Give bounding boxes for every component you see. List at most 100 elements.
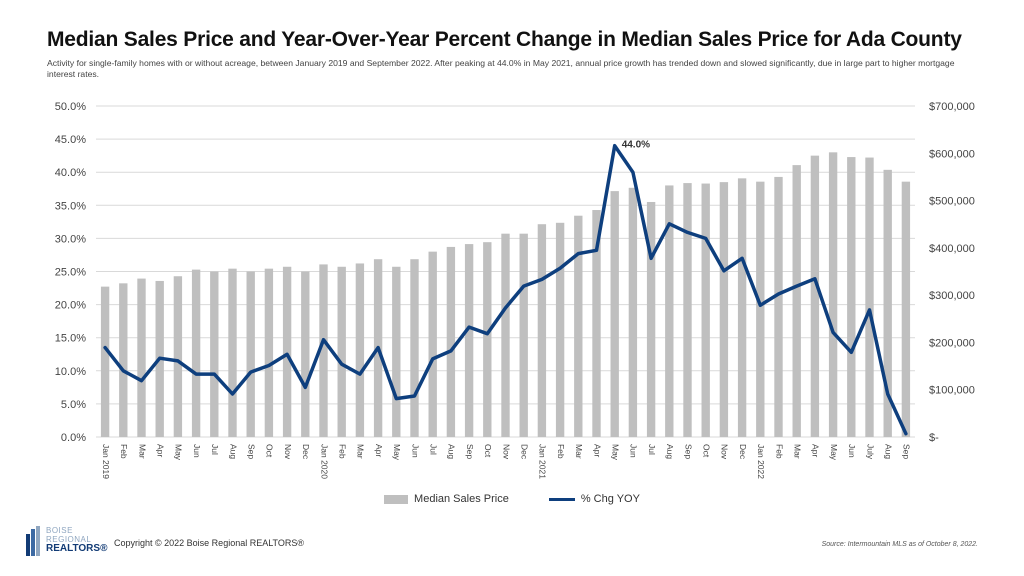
y-right-tick-label: $500,000 [929,196,975,208]
x-tick-label: Feb [337,444,347,459]
y-left-tick-label: 20.0% [55,300,86,312]
y-right-tick-label: $700,000 [929,101,975,113]
y-right-tick-label: $400,000 [929,243,975,255]
bar-median-sales-price [519,233,528,437]
x-tick-label: Jan 2021 [538,444,548,479]
bar-median-sales-price [883,169,892,438]
x-tick-label: Apr [811,444,821,457]
chart-area: 0.0% 5.0% 10.0% 15.0% 20.0% 25.0% 30.0% 35.0% 40… [55,101,975,479]
x-tick-label: July [865,444,875,460]
x-tick-label: Aug [447,444,457,459]
y-left-tick-label: 25.0% [55,267,86,279]
y-right-tick-label: $100,000 [929,385,975,397]
legend-swatch-bar [384,494,409,504]
x-tick-label: Apr [592,444,602,457]
x-tick-label: Jun [629,444,639,458]
bar-median-sales-price [228,268,237,437]
bar-median-sales-price [501,233,510,437]
bar-median-sales-price [137,278,146,437]
x-tick-label: Nov [283,444,293,460]
x-tick-label: Jul [428,444,438,455]
bar-median-sales-price [828,152,838,437]
x-tick-label: Nov [501,444,511,460]
bar-median-sales-price [847,157,856,437]
x-tick-label: Sep [465,444,475,459]
bar-median-sales-price [301,271,310,437]
x-tick-label: Aug [665,444,675,459]
brand-logo-text: BOISE REGIONAL REALTORS® [46,526,108,554]
legend-item-yoy: % Chg YOY [548,493,640,505]
x-tick-label: Aug [228,444,238,459]
x-tick-label: Dec [738,444,748,460]
y-left-tick-label: 10.0% [55,366,86,378]
bar-median-sales-price [592,210,601,437]
chart-legend: Median Sales Price % Chg YOY [0,493,1024,505]
bar-median-sales-price [464,244,474,437]
x-tick-label: Mar [792,444,802,459]
bar-median-sales-price [173,276,183,437]
bar-median-sales-price [646,201,656,437]
bar-median-sales-price [446,246,456,437]
x-tick-label: Oct [701,444,711,458]
y-left-tick-label: 30.0% [55,233,86,245]
legend-swatch-line [548,497,575,501]
legend-label-yoy: % Chg YOY [580,493,640,505]
bar-median-sales-price [810,155,820,437]
x-tick-label: Jul [210,444,220,455]
x-tick-label: Dec [301,444,311,460]
line-yoy-change [103,143,908,436]
copyright-text: Copyright © 2022 Boise Regional REALTORS… [114,538,305,548]
x-tick-label: Jun [847,444,857,458]
y-left-tick-label: 50.0% [55,101,86,113]
bar-median-sales-price [410,259,419,437]
data-label-peak: 44.0% [622,140,650,151]
bar-median-sales-price [610,191,619,437]
bar-median-sales-price [337,266,346,437]
x-tick-label: Apr [374,444,384,457]
bar-median-sales-price [483,242,492,437]
x-tick-label: Dec [519,444,529,460]
bar-median-sales-price [428,251,437,437]
building-icon [26,526,40,556]
bar-median-sales-price [246,271,255,437]
x-tick-label: Feb [774,444,784,459]
bar-median-sales-price [719,182,729,437]
legend-label-median-sales-price: Median Sales Price [414,493,509,505]
x-tick-label: Nov [720,444,730,460]
x-tick-label: May [610,444,620,461]
bar-median-sales-price [537,224,547,437]
y-right-tick-label: $- [929,432,939,444]
x-tick-label: Jun [410,444,420,458]
chart-subtitle: Activity for single-family homes with or… [47,58,955,79]
x-tick-label: Oct [483,444,493,458]
x-tick-label: Jan 2022 [756,444,766,479]
bar-median-sales-price [100,286,110,437]
source-note: Source: Intermountain MLS as of October … [821,541,978,548]
y-right-tick-label: $200,000 [929,337,975,349]
x-tick-label: Jun [192,444,202,458]
x-tick-label: Jan 2020 [319,444,329,479]
x-tick-label: May [174,444,184,461]
y-left-tick-label: 35.0% [55,200,86,212]
bar-median-sales-price [665,185,674,437]
bar-median-sales-price [355,263,365,437]
bar-median-sales-price [901,181,911,437]
legend-item-median-sales-price: Median Sales Price [384,493,509,505]
bar-median-sales-price [555,222,565,437]
x-tick-label: Apr [155,444,165,457]
bar-median-sales-price [628,187,638,437]
y-left-tick-label: 45.0% [55,134,86,146]
x-tick-label: Mar [574,444,584,459]
bar-median-sales-price [865,157,874,437]
x-tick-label: Mar [137,444,147,459]
bar-median-sales-price [319,264,328,437]
bar-median-sales-price [282,266,292,437]
y-left-tick-label: 15.0% [55,333,86,345]
bar-median-sales-price [210,271,219,437]
bar-median-sales-price [792,165,801,437]
bar-median-sales-price [774,176,783,437]
x-tick-label: Feb [556,444,566,459]
x-tick-label: Mar [356,444,366,459]
chart-title: Median Sales Price and Year-Over-Year Pe… [47,28,962,51]
bar-median-sales-price [756,181,765,437]
